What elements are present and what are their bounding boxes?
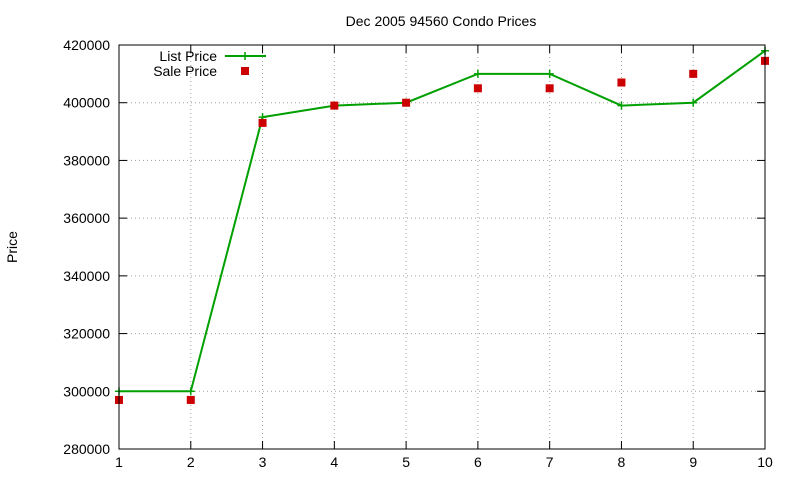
list-price-point <box>689 98 698 107</box>
legend-plus-marker <box>241 52 249 60</box>
list-price-point <box>473 69 482 78</box>
series-1 <box>115 46 769 396</box>
legend-entry: Sale Price <box>153 63 249 79</box>
sale-price-point <box>689 69 698 78</box>
y-tick-label: 280000 <box>63 441 110 457</box>
legend-square-marker <box>241 67 249 75</box>
x-tick-label: 8 <box>618 454 626 470</box>
axis-ticks <box>118 44 766 450</box>
legend-label: List Price <box>159 48 217 64</box>
x-tick-label: 4 <box>330 454 338 470</box>
y-tick-label: 360000 <box>63 210 110 226</box>
sale-price-point <box>473 84 482 93</box>
y-tick-label: 400000 <box>63 95 110 111</box>
plot-border <box>118 44 766 450</box>
series-2 <box>115 56 769 404</box>
x-tick-label: 5 <box>402 454 410 470</box>
y-tick-label: 320000 <box>63 326 110 342</box>
sale-price-point <box>545 84 554 93</box>
sale-price-point <box>186 395 195 404</box>
list-price-point <box>545 69 554 78</box>
y-tick-label: 340000 <box>63 268 110 284</box>
x-tick-label: 9 <box>689 454 697 470</box>
x-tick-label: 6 <box>474 454 482 470</box>
grid-lines <box>119 45 765 449</box>
y-axis-label: Price <box>4 231 20 263</box>
x-tick-label: 7 <box>546 454 554 470</box>
y-tick-label: 380000 <box>63 152 110 168</box>
y-tick-label: 420000 <box>63 37 110 53</box>
sale-price-point <box>402 98 411 107</box>
tick-labels: 1 2 3 4 5 6 7 8 9 10 280000 300000 320000 340000 36000… <box>63 37 773 470</box>
sale-price-point <box>258 118 267 127</box>
legend-label: Sale Price <box>153 63 217 79</box>
legend-entry: List Price <box>159 48 266 64</box>
sale-price-point <box>330 101 339 110</box>
list-price-point <box>617 101 626 110</box>
x-tick-label: 2 <box>187 454 195 470</box>
plot-series <box>115 46 769 404</box>
chart-title: Dec 2005 94560 Condo Prices <box>346 13 537 29</box>
x-tick-label: 3 <box>259 454 267 470</box>
x-tick-label: 10 <box>757 454 773 470</box>
y-tick-label: 300000 <box>63 383 110 399</box>
series-line <box>119 49 766 393</box>
x-tick-label: 1 <box>115 454 123 470</box>
sale-price-point <box>617 78 626 87</box>
list-price-point <box>186 387 195 396</box>
